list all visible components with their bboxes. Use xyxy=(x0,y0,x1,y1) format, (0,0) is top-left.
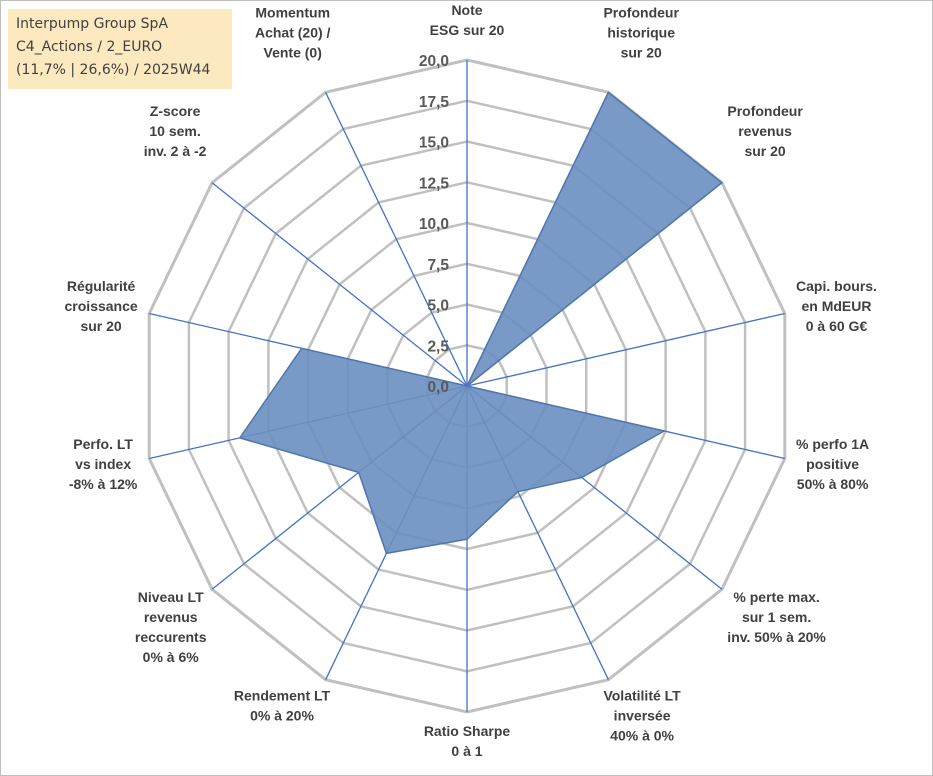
axis-label-line: -8% à 12% xyxy=(69,476,138,492)
axis-label-line: 50% à 80% xyxy=(797,476,869,492)
axis-spoke xyxy=(325,92,468,387)
axis-label-line: Perfo. LT xyxy=(73,436,133,452)
axis-label-line: Profondeur xyxy=(727,103,803,119)
axis-label-line: reccurents xyxy=(135,629,207,645)
axis-label: Rendement LT 0% à 20% xyxy=(234,688,331,724)
axis-label-line: Régularité xyxy=(67,278,136,294)
axis-label-line: historique xyxy=(607,24,675,40)
axis-label-line: 40% à 0% xyxy=(610,728,674,744)
series-area xyxy=(239,91,723,555)
axis-label-line: ESG sur 20 xyxy=(430,22,505,38)
axis-label-line: 0 à 60 G€ xyxy=(806,318,868,334)
axis-label-line: sur 20 xyxy=(80,318,121,334)
tick-label: 12,5 xyxy=(419,175,450,192)
axis-spoke xyxy=(211,182,468,387)
axis-label-line: vs index xyxy=(75,456,131,472)
tick-label: 0,0 xyxy=(427,379,449,396)
axis-label: Volatilité LT inversée 40% à 0% xyxy=(603,688,681,744)
axis-label: % perfo 1A positive 50% à 80% xyxy=(796,436,869,492)
tick-label: 2,5 xyxy=(427,338,449,355)
radial-tick-labels: 0,0 2,5 5,0 7,5 10,0 12,5 15,0 17,5 20,0 xyxy=(419,53,450,396)
axis-labels: Note ESG sur 20 Profondeur historique sur 20… xyxy=(65,2,877,759)
axis-label-line: inversée xyxy=(614,708,671,724)
axis-label-line: Z-score xyxy=(150,103,201,119)
tick-label: 7,5 xyxy=(427,257,449,274)
axis-label-line: Ratio Sharpe xyxy=(424,723,511,739)
info-box: Interpump Group SpA C4_Actions / 2_EURO … xyxy=(8,9,232,89)
axis-label-line: Capi. bours. xyxy=(796,278,877,294)
axis-label-line: en MdEUR xyxy=(802,298,872,314)
axis-label-line: revenus xyxy=(738,123,792,139)
axis-label: % perte max. sur 1 sem. inv. 50% à 20% xyxy=(727,589,826,645)
tick-label: 10,0 xyxy=(419,216,449,233)
tick-label: 15,0 xyxy=(419,135,449,152)
axis-label: Profondeur revenus sur 20 xyxy=(727,103,803,159)
axis-label-line: Niveau LT xyxy=(138,589,204,605)
axis-label: Profondeur historique sur 20 xyxy=(603,4,679,60)
axis-label-line: inv. 50% à 20% xyxy=(727,629,826,645)
axis-label-line: 0% à 6% xyxy=(143,649,200,665)
radar-series xyxy=(239,91,723,555)
axis-label: Note ESG sur 20 xyxy=(430,2,505,38)
axis-label: Ratio Sharpe 0 à 1 xyxy=(424,723,511,759)
axis-label: Régularité croissance sur 20 xyxy=(65,278,138,334)
axis-label-line: positive xyxy=(806,456,859,472)
axis-label-line: Note xyxy=(451,2,482,18)
axis-label-line: 0 à 1 xyxy=(451,743,482,759)
axis-label-line: Volatilité LT xyxy=(603,688,681,704)
stats-label: (11,7% | 26,6%) / 2025W44 xyxy=(16,62,211,78)
axis-label: Niveau LT revenus reccurents 0% à 6% xyxy=(135,589,207,665)
axis-label: Perfo. LT vs index -8% à 12% xyxy=(69,436,138,492)
axis-label-line: sur 1 sem. xyxy=(742,609,811,625)
axis-label-line: sur 20 xyxy=(621,44,662,60)
axis-label-line: % perte max. xyxy=(733,589,819,605)
axis-label-line: Rendement LT xyxy=(234,688,331,704)
tick-label: 5,0 xyxy=(427,298,449,315)
axis-label: Z-score 10 sem. inv. 2 à -2 xyxy=(144,103,207,159)
axis-label-line: Vente (0) xyxy=(264,44,322,60)
tick-label: 20,0 xyxy=(419,53,449,70)
axis-label-line: % perfo 1A xyxy=(796,436,869,452)
axis-label: Capi. bours. en MdEUR 0 à 60 G€ xyxy=(796,278,877,334)
axis-spoke xyxy=(466,312,785,387)
tick-label: 17,5 xyxy=(419,94,450,111)
company-name: Interpump Group SpA xyxy=(16,16,169,32)
axis-label: Momentum Achat (20) / Vente (0) xyxy=(255,4,331,60)
axis-label-line: 0% à 20% xyxy=(250,708,314,724)
category-label: C4_Actions / 2_EURO xyxy=(16,39,163,55)
axis-label-line: Profondeur xyxy=(603,4,679,20)
axis-label-line: croissance xyxy=(65,298,138,314)
axis-label-line: inv. 2 à -2 xyxy=(144,143,207,159)
axis-label-line: Achat (20) / xyxy=(255,24,331,40)
axis-label-line: sur 20 xyxy=(744,143,785,159)
axis-label-line: Momentum xyxy=(255,4,330,20)
axis-label-line: 10 sem. xyxy=(149,123,200,139)
axis-label-line: revenus xyxy=(144,609,198,625)
